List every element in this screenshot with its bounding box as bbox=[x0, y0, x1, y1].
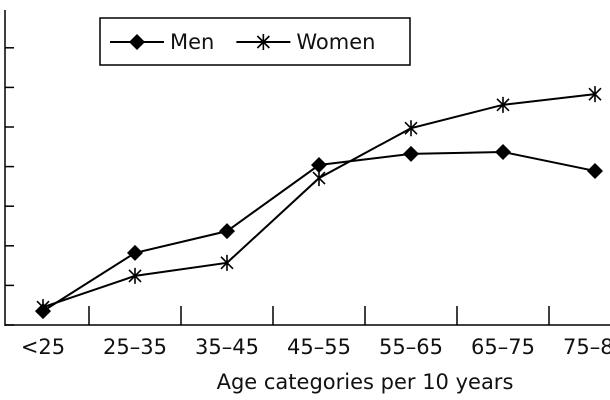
marker bbox=[311, 157, 327, 174]
marker bbox=[127, 244, 143, 261]
marker bbox=[403, 145, 419, 162]
marker bbox=[312, 170, 326, 187]
marker bbox=[404, 120, 418, 137]
x-axis-label: Age categories per 10 years bbox=[217, 370, 514, 394]
marker bbox=[36, 299, 50, 316]
series-line bbox=[42, 93, 596, 309]
marker bbox=[496, 96, 510, 113]
x-tick-label: 55–65 bbox=[379, 335, 443, 359]
x-tick-label: 25–35 bbox=[103, 335, 167, 359]
marker bbox=[129, 34, 145, 50]
marker bbox=[128, 267, 142, 284]
x-tick-label: 45–55 bbox=[287, 335, 351, 359]
marker bbox=[588, 86, 602, 103]
x-tick-label: 75–85 bbox=[563, 335, 610, 359]
x-tick-label: <25 bbox=[21, 335, 65, 359]
x-tick-label: 65–75 bbox=[471, 335, 535, 359]
legend-label: Men bbox=[170, 30, 214, 54]
marker bbox=[587, 162, 603, 179]
legend-label: Women bbox=[296, 30, 375, 54]
marker bbox=[220, 254, 234, 271]
marker bbox=[256, 34, 270, 50]
marker bbox=[495, 143, 511, 160]
x-tick-label: 35–45 bbox=[195, 335, 259, 359]
marker bbox=[219, 223, 235, 240]
